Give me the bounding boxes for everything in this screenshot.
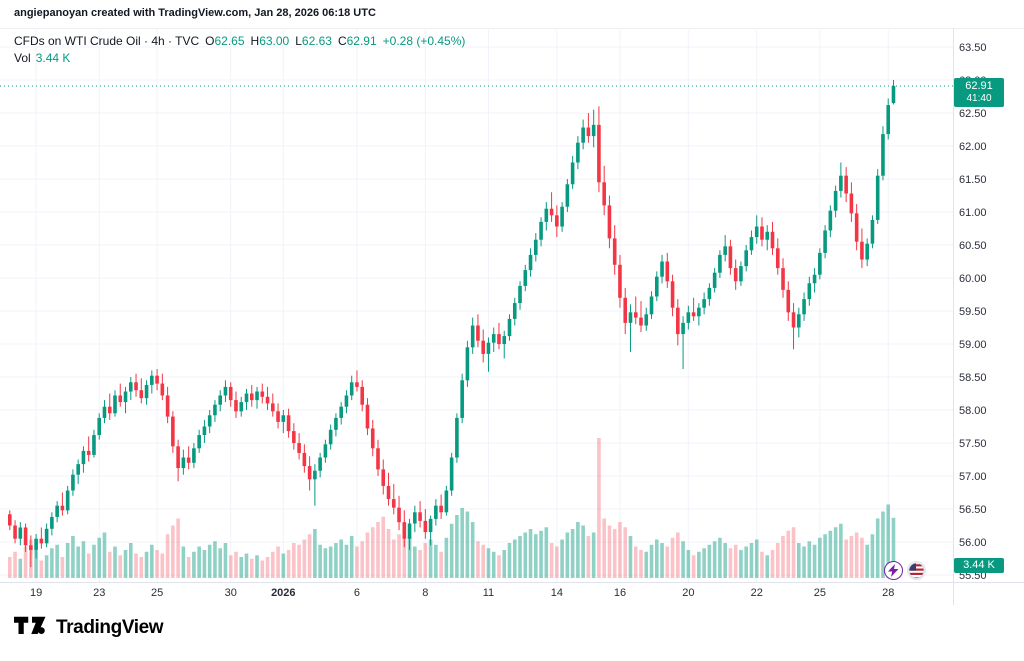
svg-text:22: 22 bbox=[751, 587, 763, 599]
volume-layer bbox=[8, 438, 896, 578]
tradingview-footer-link[interactable]: TradingView bbox=[14, 616, 164, 640]
top-divider bbox=[0, 28, 1024, 29]
attribution-text: angiepanoyan created with TradingView.co… bbox=[14, 7, 376, 19]
svg-text:20: 20 bbox=[682, 587, 694, 599]
svg-text:58.50: 58.50 bbox=[959, 372, 987, 384]
svg-text:62.00: 62.00 bbox=[959, 141, 987, 153]
volume-axis-badge: 3.44 K bbox=[954, 558, 1004, 573]
grid-layer bbox=[0, 28, 1024, 605]
svg-text:60.00: 60.00 bbox=[959, 273, 987, 285]
svg-text:58.00: 58.00 bbox=[959, 405, 987, 417]
symbol-title[interactable]: CFDs on WTI Crude Oil · 4h · TVC bbox=[14, 34, 200, 48]
chart-legend: CFDs on WTI Crude Oil · 4h · TVC O62.65 H6… bbox=[14, 33, 465, 49]
svg-text:57.00: 57.00 bbox=[959, 471, 987, 483]
last-price-value: 62.91 bbox=[965, 79, 993, 92]
change-value: +0.28 (+0.45%) bbox=[382, 34, 466, 48]
svg-text:8: 8 bbox=[422, 587, 428, 599]
svg-text:6: 6 bbox=[354, 587, 360, 599]
last-price-badge: 62.91 41:40 bbox=[954, 77, 1004, 107]
price-scale[interactable]: 63.5063.0062.5062.0061.5061.0060.5060.00… bbox=[959, 42, 987, 582]
candles-layer bbox=[8, 80, 896, 568]
open-label: O bbox=[205, 34, 215, 48]
svg-text:28: 28 bbox=[882, 587, 894, 599]
svg-text:25: 25 bbox=[814, 587, 826, 599]
high-value: 63.00 bbox=[259, 34, 290, 48]
low-value: 62.63 bbox=[301, 34, 332, 48]
svg-text:16: 16 bbox=[614, 587, 626, 599]
svg-text:55.50: 55.50 bbox=[959, 570, 987, 582]
svg-text:60.50: 60.50 bbox=[959, 240, 987, 252]
svg-text:56.00: 56.00 bbox=[959, 537, 987, 549]
svg-text:56.50: 56.50 bbox=[959, 504, 987, 516]
svg-text:25: 25 bbox=[151, 587, 163, 599]
svg-text:59.50: 59.50 bbox=[959, 306, 987, 318]
bar-countdown: 41:40 bbox=[966, 92, 992, 104]
low-label: L bbox=[295, 34, 302, 48]
svg-text:23: 23 bbox=[93, 587, 105, 599]
brand-name: TradingView bbox=[56, 617, 164, 638]
tradingview-logo-icon bbox=[14, 616, 46, 634]
close-label: C bbox=[337, 34, 347, 48]
high-label: H bbox=[250, 34, 260, 48]
time-scale[interactable]: 19 23 25 30 2026 6 8 11 14 16 20 22 25 28 bbox=[30, 587, 894, 599]
volume-legend: Vol 3.44 K bbox=[14, 50, 70, 66]
svg-text:2026: 2026 bbox=[271, 587, 295, 599]
open-value: 62.65 bbox=[214, 34, 245, 48]
svg-text:19: 19 bbox=[30, 587, 42, 599]
svg-text:11: 11 bbox=[483, 587, 494, 599]
svg-text:63.50: 63.50 bbox=[959, 42, 987, 54]
svg-text:61.50: 61.50 bbox=[959, 174, 987, 186]
svg-text:14: 14 bbox=[551, 587, 563, 599]
svg-text:59.00: 59.00 bbox=[959, 339, 987, 351]
volume-label[interactable]: Vol bbox=[14, 51, 31, 65]
lightning-icon[interactable] bbox=[884, 561, 903, 580]
svg-text:62.50: 62.50 bbox=[959, 108, 987, 120]
svg-text:61.00: 61.00 bbox=[959, 207, 987, 219]
svg-text:30: 30 bbox=[225, 587, 237, 599]
svg-text:57.50: 57.50 bbox=[959, 438, 987, 450]
flag-icon[interactable] bbox=[907, 561, 926, 580]
close-value: 62.91 bbox=[346, 34, 377, 48]
volume-value: 3.44 K bbox=[35, 51, 71, 65]
